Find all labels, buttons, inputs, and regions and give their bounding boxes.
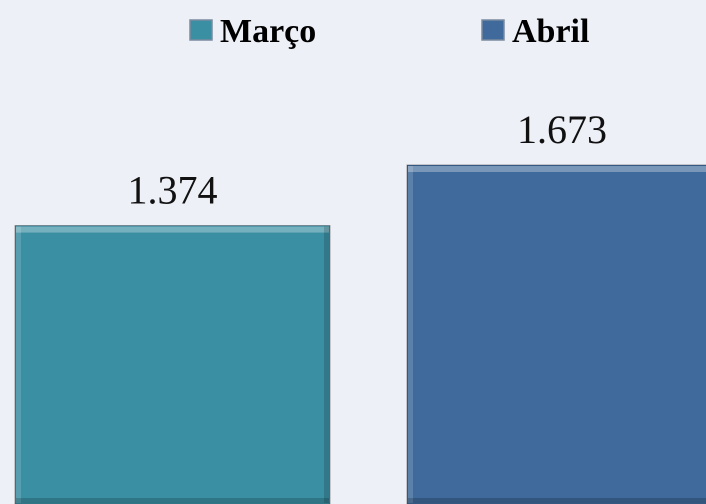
bar-bevel-bottom <box>16 498 329 503</box>
bar-group <box>14 225 331 504</box>
bar-bevel-top <box>408 166 706 172</box>
value-label: 1.673 <box>517 107 607 152</box>
bar <box>406 164 706 504</box>
legend-marker <box>189 19 213 41</box>
bar <box>14 225 331 504</box>
bar-bevel-top <box>16 226 329 233</box>
bar-bevel-bottom <box>408 498 706 503</box>
bar-bevel-left <box>408 166 413 503</box>
legend-text: Março <box>220 13 316 50</box>
bar-group <box>406 164 706 504</box>
bar-bevel-left <box>16 226 21 503</box>
bar-bevel-right <box>324 226 329 503</box>
legend-marker <box>481 19 505 41</box>
legend-text: Abril <box>512 13 589 50</box>
value-label: 1.374 <box>128 168 218 213</box>
